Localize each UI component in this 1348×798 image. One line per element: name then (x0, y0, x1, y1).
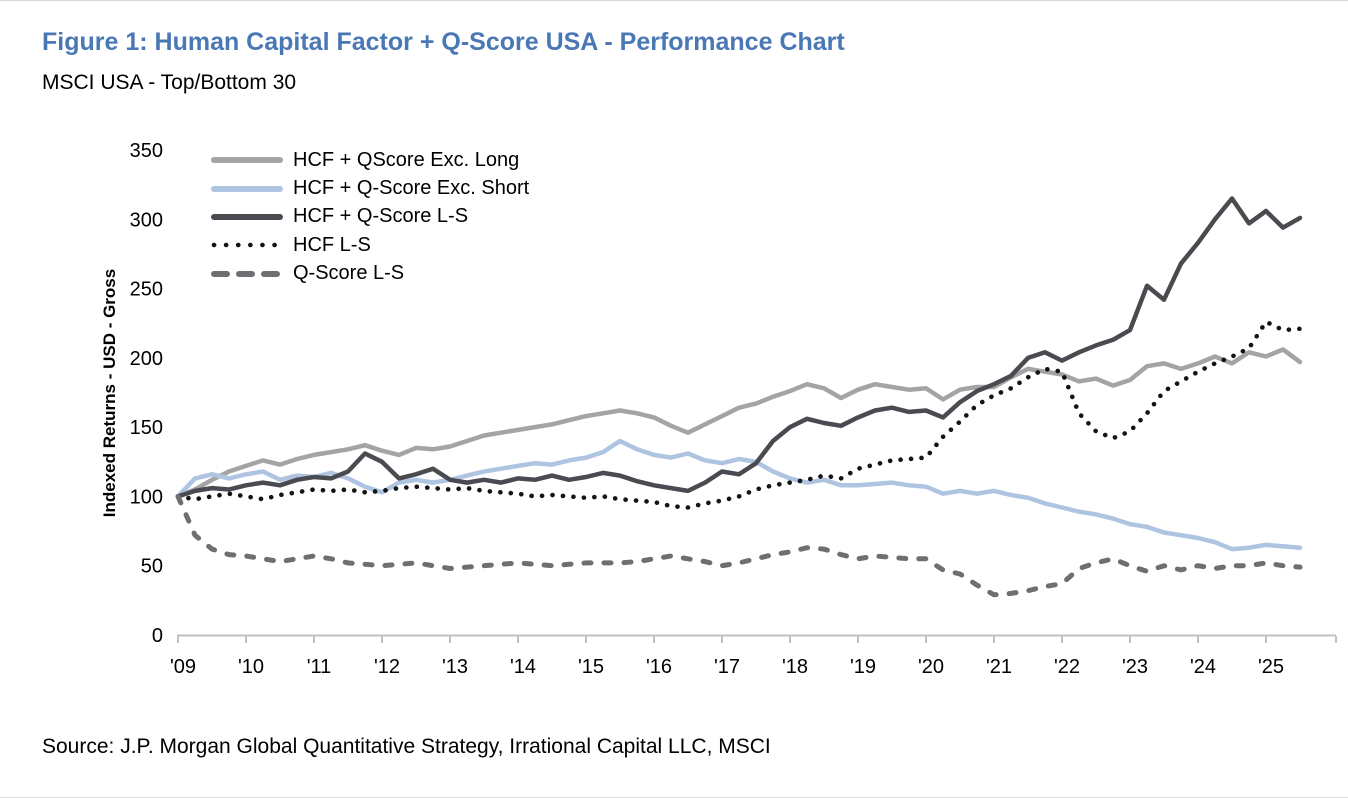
x-tick-label: '17 (714, 656, 740, 678)
x-tick-label: '11 (307, 656, 332, 678)
series-line-4 (175, 493, 1303, 598)
legend-line-swatch (211, 243, 283, 248)
legend-line-swatch (211, 157, 283, 164)
legend-item-qscore-ls: Q-Score L-S (210, 260, 529, 288)
chart-legend: HCF + QScore Exc. Long HCF + Q-Score Exc… (210, 146, 529, 288)
y-tick-label: 0 (152, 625, 163, 647)
legend-item-exc-long: HCF + QScore Exc. Long (210, 146, 529, 174)
legend-label: HCF + Q-Score Exc. Short (293, 177, 530, 200)
x-tick-label: '18 (782, 656, 808, 678)
x-tick-label: '09 (170, 656, 196, 678)
legend-line-swatch (211, 213, 283, 220)
x-tick-label: '19 (850, 656, 876, 678)
x-tick-label: '21 (986, 656, 1012, 678)
source-note: Source: J.P. Morgan Global Quantitative … (42, 735, 771, 758)
y-tick-label: 200 (130, 348, 163, 370)
x-tick-label: '16 (646, 656, 672, 678)
x-tick-label: '20 (918, 656, 944, 678)
x-tick-label: '13 (442, 656, 468, 678)
legend-item-hcf-ls: HCF L-S (210, 231, 529, 259)
series-line-1 (175, 438, 1303, 552)
x-tick-label: '22 (1054, 656, 1080, 678)
series-line-2 (175, 196, 1303, 499)
series-line-0 (175, 347, 1303, 499)
series-line-3 (175, 319, 1303, 510)
y-tick-label: 350 (130, 140, 163, 162)
x-tick-label: '14 (510, 656, 536, 678)
figure-subtitle: MSCI USA - Top/Bottom 30 (42, 71, 297, 94)
legend-item-ls: HCF + Q-Score L-S (210, 203, 529, 231)
y-tick-label: 50 (141, 556, 163, 578)
y-tick-label: 300 (130, 209, 163, 231)
legend-item-exc-short: HCF + Q-Score Exc. Short (210, 174, 529, 202)
x-tick-label: '24 (1190, 656, 1216, 678)
x-tick-label: '23 (1122, 656, 1148, 678)
legend-label: HCF L-S (293, 233, 371, 256)
y-tick-label: 150 (130, 417, 163, 439)
figure-title: Figure 1: Human Capital Factor + Q-Score… (42, 28, 845, 56)
x-tick-label: '25 (1258, 656, 1284, 678)
legend-label: Q-Score L-S (293, 262, 405, 285)
legend-line-swatch (211, 185, 283, 192)
legend-line-swatch (211, 270, 283, 277)
y-tick-label: 250 (130, 279, 163, 301)
legend-label: HCF + QScore Exc. Long (293, 148, 520, 171)
x-tick-label: '12 (374, 656, 400, 678)
x-tick-label: '15 (578, 656, 604, 678)
y-tick-label: 100 (130, 486, 163, 508)
x-tick-label: '10 (238, 656, 264, 678)
legend-label: HCF + Q-Score L-S (293, 205, 469, 228)
